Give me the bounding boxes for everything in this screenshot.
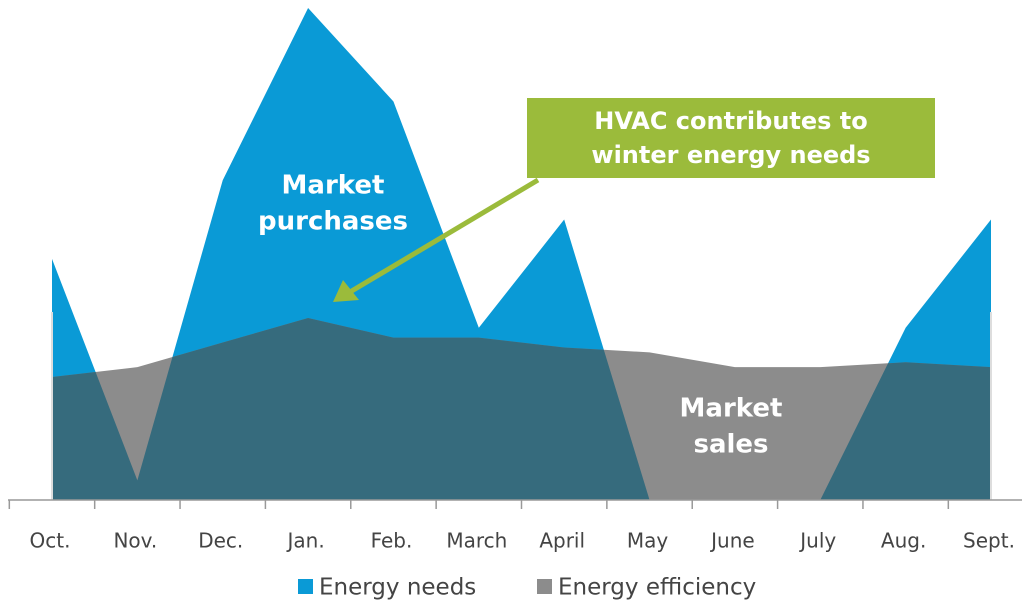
x-tick-label: Feb. <box>371 529 413 553</box>
callout-arrowhead <box>333 280 359 302</box>
x-tick-label: Aug. <box>881 529 926 553</box>
x-tick-label: Nov. <box>113 529 157 553</box>
x-tick-label: May <box>627 529 669 553</box>
x-tick-label: April <box>539 529 585 553</box>
callout-box <box>527 98 935 178</box>
callout-arrow <box>348 177 540 295</box>
callout-text: HVAC contributes to <box>594 107 868 135</box>
x-tick-label: Oct. <box>30 529 71 553</box>
annotation: Market <box>680 394 783 424</box>
legend-label: Energy needs <box>319 575 476 601</box>
callout-text: winter energy needs <box>591 141 870 169</box>
x-tick-label: March <box>446 529 507 553</box>
annotation: Market <box>282 171 385 201</box>
legend-label: Energy efficiency <box>558 575 756 601</box>
x-tick-label: Jan. <box>285 529 324 553</box>
legend-swatch <box>298 579 313 594</box>
x-tick-label: Sept. <box>963 529 1015 553</box>
x-tick-label: June <box>709 529 755 553</box>
legend-swatch <box>537 579 552 594</box>
annotation: sales <box>693 430 768 460</box>
x-tick-label: Dec. <box>198 529 243 553</box>
overlap-area <box>52 317 991 500</box>
x-tick-label: July <box>798 529 836 553</box>
annotation: purchases <box>258 207 408 237</box>
